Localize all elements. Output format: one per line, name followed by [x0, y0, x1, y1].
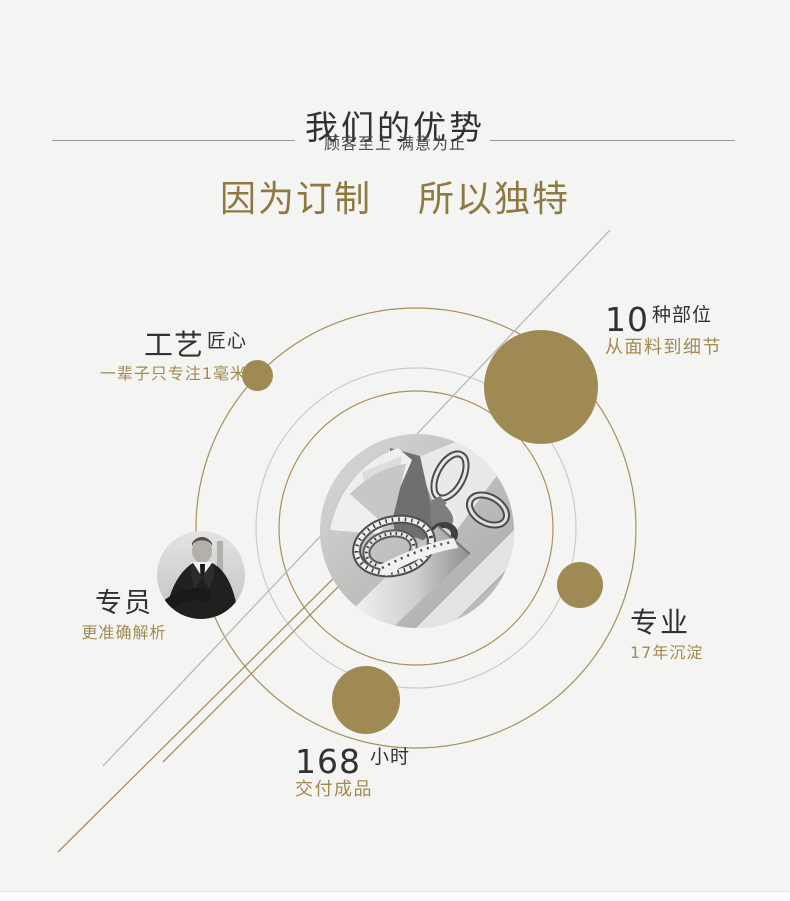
gold-dot-craft	[242, 360, 273, 391]
feature-professional: 专业 17年沉淀	[630, 609, 703, 661]
feature-specialist: 专员 更准确解析	[56, 590, 192, 641]
feature-delivery: 168 小时 交付成品	[295, 745, 410, 799]
slogan-left: 因为订制	[219, 179, 372, 220]
feature-craft: 工艺 匠心 一辈子只专注1毫米	[100, 331, 247, 382]
diagonal-gold-line-long	[57, 559, 353, 853]
slogan-right: 所以独特	[418, 179, 571, 220]
slogan: 因为订制 所以独特	[0, 170, 790, 222]
gold-dot-professional	[557, 562, 603, 608]
feature-professional-desc: 17年沉淀	[630, 643, 704, 662]
feature-parts-title: 10 种部位	[605, 300, 713, 339]
diagonal-gold-line-short	[162, 572, 353, 763]
feature-delivery-title: 168 小时	[295, 742, 411, 781]
feature-craft-desc: 一辈子只专注1毫米	[99, 364, 247, 383]
divider-line-right	[490, 140, 735, 141]
gold-dot-delivery	[332, 666, 400, 734]
feature-parts-desc: 从面料到细节	[605, 337, 722, 358]
feature-specialist-desc: 更准确解析	[81, 623, 167, 642]
specialist-portrait-photo-icon	[157, 531, 245, 619]
section-bottom-divider	[0, 891, 790, 901]
center-collar-scissors-photo-icon	[320, 434, 514, 628]
feature-delivery-desc: 交付成品	[295, 779, 373, 800]
feature-craft-title: 工艺 匠心	[143, 328, 247, 362]
divider-line-left	[52, 140, 295, 141]
page-title: 我们的优势	[305, 108, 485, 148]
feature-specialist-title: 专员	[95, 588, 153, 619]
tailor-portrait-illustration	[157, 531, 245, 619]
page-subtitle: 顾客至上 满意为止	[323, 134, 467, 153]
gold-dot-parts	[484, 330, 598, 444]
feature-parts: 10 种部位 从面料到细节	[605, 303, 722, 357]
collar-scissors-illustration	[320, 434, 514, 628]
subtitle-row: 顾客至上 满意为止	[0, 130, 790, 153]
feature-professional-title: 专业	[630, 606, 691, 639]
